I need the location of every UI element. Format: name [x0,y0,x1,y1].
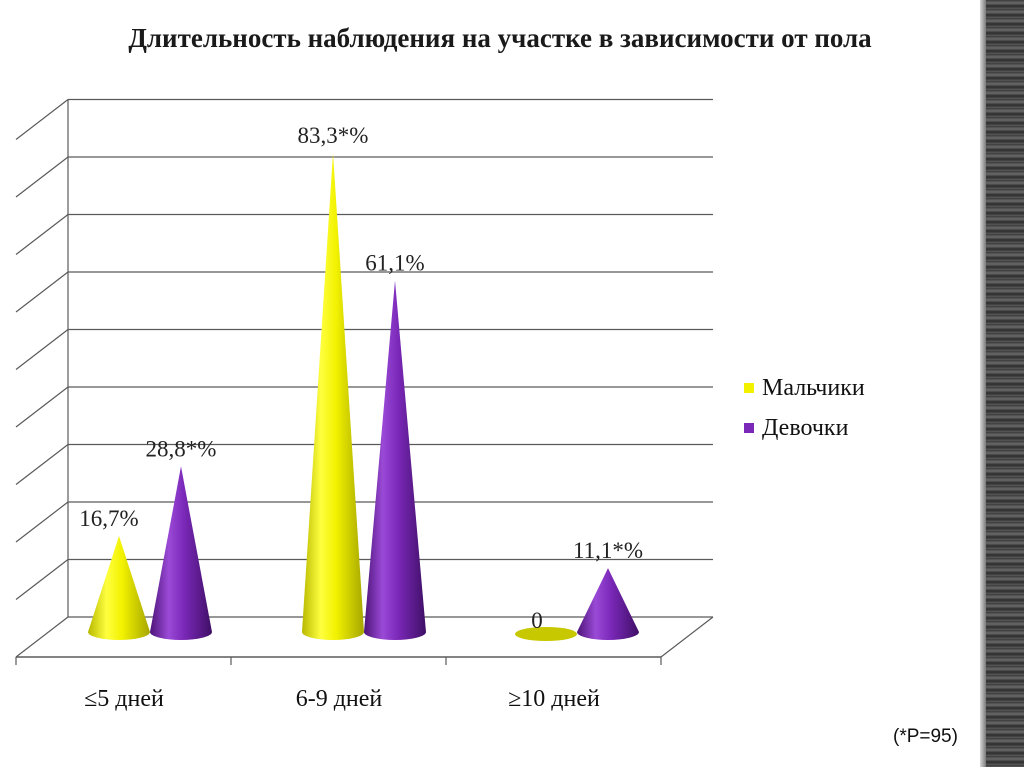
chart-title: Длительность наблюдения на участке в зав… [128,23,872,53]
legend-label-girls: Девочки [762,414,849,441]
gridline-depth [15,386,69,428]
slide-edge-shadow [980,0,986,767]
gridline-depth [15,214,69,255]
legend-label-boys: Мальчики [762,374,865,401]
gridline-depth [15,271,69,313]
category-label: 6-9 дней [296,686,383,712]
gridline-depth [15,156,69,198]
legend-swatch-girls [744,423,754,433]
legend-swatch-boys [744,383,754,393]
cone-girls-2 [364,280,426,640]
cone-girls-3 [577,568,639,640]
slide-edge-texture [986,0,1024,767]
data-label: 0 [531,608,543,633]
data-label: 61,1% [365,251,424,276]
gridline-depth [15,501,69,543]
legend-item-boys: Мальчики [744,368,865,408]
gridline-depth [15,559,69,600]
data-label: 11,1*% [573,538,643,563]
cone-boys-1 [88,535,150,640]
gridline-depth [15,444,69,485]
data-label: 16,7% [79,506,138,531]
legend: Мальчики Девочки [744,368,865,448]
category-label: ≤5 дней [84,686,164,712]
gridline-depth [15,99,69,140]
footnote: (*P=95) [893,726,958,747]
data-label: 83,3*% [298,123,369,148]
data-label: 28,8*% [146,436,217,461]
gridline-depth [15,616,69,658]
cone-boys-2 [302,153,364,640]
gridline-depth [15,329,69,370]
floor-right-edge [660,616,714,658]
cone-girls-1 [150,466,212,640]
cone-boys-3 [515,627,577,641]
category-label: ≥10 дней [508,686,600,712]
legend-item-girls: Девочки [744,408,865,448]
